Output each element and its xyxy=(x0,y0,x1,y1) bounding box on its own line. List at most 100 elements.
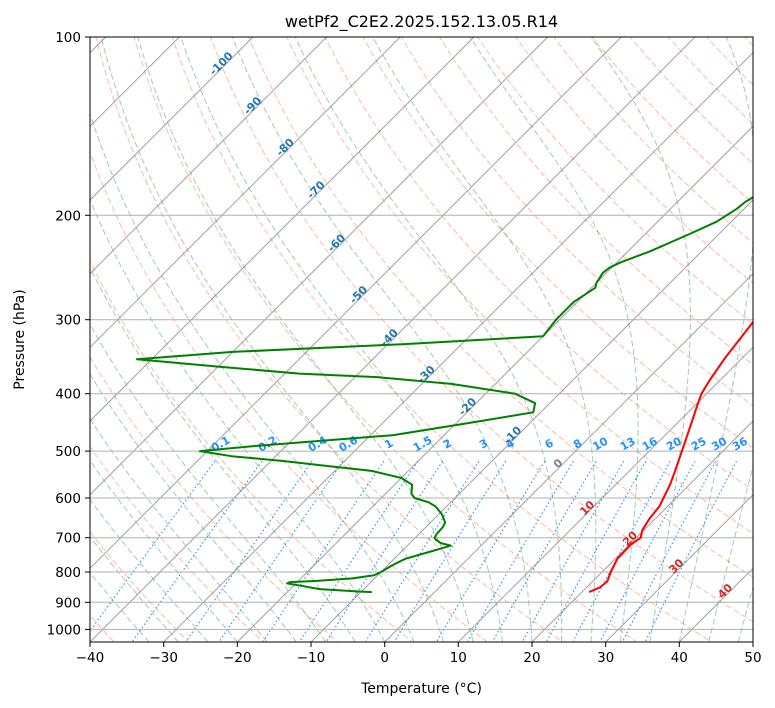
moist-adiabat xyxy=(90,266,356,642)
mixing-ratio-line xyxy=(599,460,696,642)
moist-adiabat xyxy=(678,37,753,642)
pressure-gridlines xyxy=(90,37,753,630)
isotherm-label: -100 xyxy=(207,49,236,78)
y-tick-label: 500 xyxy=(55,444,81,460)
moist-adiabat xyxy=(90,373,297,642)
adiabat-label: 10 xyxy=(577,498,597,518)
sounding-profiles xyxy=(135,196,753,594)
y-tick-label: 400 xyxy=(55,387,81,403)
moist-adiabat xyxy=(90,459,238,642)
isotherm-label: -60 xyxy=(325,231,348,254)
dry-adiabat xyxy=(90,445,263,642)
mixing-ratio-line xyxy=(262,460,385,642)
isotherm-label: -70 xyxy=(304,178,327,201)
y-tick-label: 700 xyxy=(55,531,81,547)
skewed-isotherm xyxy=(531,420,753,642)
moist-adiabat xyxy=(90,418,268,642)
x-axis-ticks: −40 −30 −20 −10 0 10 20 30 40 50 xyxy=(76,642,762,666)
moist-adiabat xyxy=(590,37,691,642)
x-axis-title: Temperature (°C) xyxy=(360,681,482,697)
dewpoint-profile xyxy=(135,196,753,594)
mixing-ratio-label: 6 xyxy=(543,436,556,451)
skewed-isotherms xyxy=(90,37,753,642)
moist-adiabat xyxy=(90,198,386,642)
y-tick-label: 800 xyxy=(55,565,81,581)
mixing-ratio-line xyxy=(436,460,546,642)
mixing-ratio-line xyxy=(394,460,507,642)
x-tick-label: −40 xyxy=(76,650,105,666)
skewed-isotherm xyxy=(236,125,753,642)
mixing-ratio-label: 3 xyxy=(477,437,490,452)
moist-adiabat xyxy=(231,37,533,642)
moist-adiabat xyxy=(469,37,639,642)
dry-adiabat xyxy=(90,531,189,642)
mixing-ratio-line xyxy=(622,460,717,642)
adiabat-label: 40 xyxy=(715,581,735,601)
y-axis-title: Pressure (hPa) xyxy=(12,289,28,389)
moist-adiabat xyxy=(100,37,445,642)
skewed-isotherm xyxy=(90,37,475,422)
skewed-isotherm xyxy=(605,493,753,642)
moist-adiabat xyxy=(90,323,327,642)
skewed-isotherm xyxy=(90,37,328,275)
dry-adiabat xyxy=(667,37,753,125)
plot-area: 0.1 0.2 0.4 0.6 1 1.5 2 3 4 6 8 10 13 16 20 25 30 36-100-… xyxy=(90,37,753,642)
x-tick-label: −10 xyxy=(297,650,326,666)
dry-adiabat xyxy=(744,37,753,47)
mixing-ratio-label: 1 xyxy=(382,437,395,452)
mixing-ratio-line xyxy=(645,460,737,642)
isotherm-label: -80 xyxy=(274,135,297,158)
x-tick-label: 20 xyxy=(523,650,540,666)
mixing-ratio-line xyxy=(572,460,671,642)
mixing-ratio-line xyxy=(522,460,625,642)
moist-adiabat xyxy=(294,37,563,642)
dry-adiabat xyxy=(438,37,753,366)
mixing-ratio-line xyxy=(326,460,444,642)
moist-adiabat xyxy=(90,535,179,642)
plot-frame xyxy=(89,36,754,643)
y-tick-label: 1000 xyxy=(47,622,81,638)
skewed-isotherm xyxy=(90,37,622,570)
isopleth-labels: 0.1 0.2 0.4 0.6 1 1.5 2 3 4 6 8 10 13 16 20 25 30 36-100-… xyxy=(207,49,750,601)
dry-adiabat xyxy=(400,37,753,407)
isotherm-label: -90 xyxy=(241,94,264,117)
mixing-ratio-line xyxy=(219,460,344,642)
mixing-ratio-line xyxy=(365,460,480,642)
x-tick-label: −30 xyxy=(149,650,178,666)
y-tick-label: 900 xyxy=(55,595,81,611)
dry-adiabat xyxy=(362,37,753,449)
mixing-ratio-line xyxy=(185,460,313,642)
dry-adiabat xyxy=(629,37,753,165)
moist-adiabat xyxy=(180,37,503,642)
moist-adiabat xyxy=(90,498,209,642)
skewed-isotherm xyxy=(752,641,753,642)
chart-title: wetPf2_C2E2.2025.152.13.05.R14 xyxy=(285,12,558,32)
dry-adiabat xyxy=(210,37,753,623)
y-tick-label: 300 xyxy=(55,313,81,329)
moist-adiabat xyxy=(90,111,415,642)
skewed-isotherm xyxy=(90,37,254,201)
y-tick-label: 100 xyxy=(55,30,81,46)
mixing-ratio-line xyxy=(299,460,419,642)
x-tick-label: −20 xyxy=(223,650,252,666)
x-tick-label: 50 xyxy=(744,650,761,666)
skewed-isotherm xyxy=(163,51,753,642)
mixing-ratio-line xyxy=(492,460,597,642)
moist-adiabat xyxy=(372,37,597,642)
y-axis-ticks: 100 200 300 400 500 600 700 800 900 1000 xyxy=(47,30,90,638)
skewed-isotherm xyxy=(90,37,549,496)
x-tick-label: 40 xyxy=(671,650,688,666)
skewed-isotherm xyxy=(384,272,753,642)
temperature-profile xyxy=(588,320,753,594)
mixing-ratio-line xyxy=(467,460,574,642)
dry-adiabat xyxy=(90,259,412,642)
moist-adiabat xyxy=(708,464,753,642)
y-tick-label: 200 xyxy=(55,208,81,224)
mixing-ratio-label: 2 xyxy=(441,437,454,452)
dry-adiabat xyxy=(248,37,753,578)
skewed-isotherm xyxy=(457,346,753,642)
x-tick-label: 0 xyxy=(380,650,389,666)
moist-adiabat xyxy=(737,585,753,642)
y-tick-label: 600 xyxy=(55,491,81,507)
